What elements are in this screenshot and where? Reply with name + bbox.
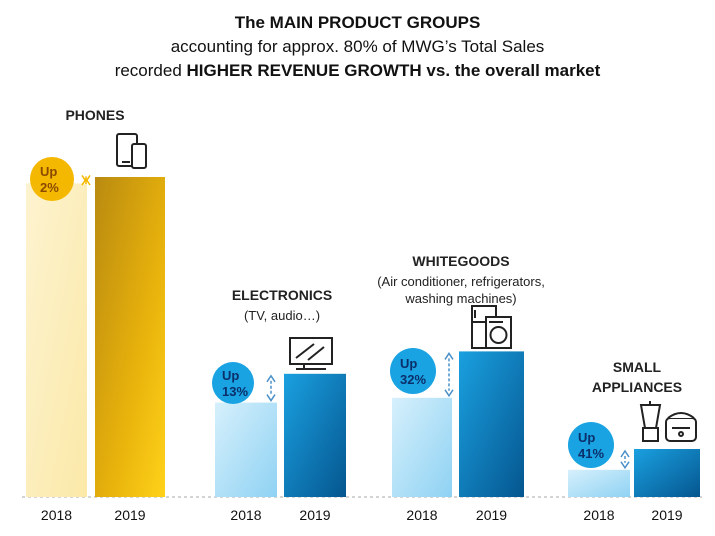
tick-label-electronics-2018: 2018 <box>230 507 261 523</box>
growth-badge-label-whitegoods: Up <box>400 356 417 371</box>
appliances-icon <box>471 305 512 349</box>
growth-arrow-head-down-whitegoods <box>444 389 454 398</box>
group-label-small: SMALL <box>613 359 662 375</box>
group-label-electronics: ELECTRONICS <box>232 287 332 303</box>
tick-label-small-2019: 2019 <box>651 507 682 523</box>
growth-arrow-head-up-phones <box>81 177 91 186</box>
group-subtitle-whitegoods-1: washing machines) <box>404 291 516 306</box>
growth-arrow-head-down-phones <box>81 174 91 183</box>
bar-phones-2018 <box>26 183 87 497</box>
group-subtitle-whitegoods-0: (Air conditioner, refrigerators, <box>377 274 545 289</box>
growth-arrow-head-down-small <box>620 461 630 470</box>
bar-phones-2019 <box>95 177 165 497</box>
bar-small-2019 <box>634 449 700 497</box>
growth-badge-value-electronics: 13% <box>222 384 248 399</box>
chart-title-line1: The MAIN PRODUCT GROUPS <box>234 13 481 32</box>
growth-badge-value-small: 41% <box>578 446 604 461</box>
bar-small-2018 <box>568 469 630 497</box>
growth-badge-value-whitegoods: 32% <box>400 372 426 387</box>
growth-badge-phones <box>30 157 74 201</box>
group-label-phones: PHONES <box>65 107 124 123</box>
growth-badge-value-phones: 2% <box>40 180 59 195</box>
group-label-small-1: APPLIANCES <box>592 379 682 395</box>
bar-electronics-2019 <box>284 373 346 497</box>
growth-badge-label-small: Up <box>578 430 595 445</box>
tick-label-phones-2019: 2019 <box>114 507 145 523</box>
growth-badge-label-phones: Up <box>40 164 57 179</box>
phones-icon <box>116 133 147 169</box>
tick-label-electronics-2019: 2019 <box>299 507 330 523</box>
chart-title-line2: accounting for approx. 80% of MWG’s Tota… <box>170 37 545 56</box>
growth-arrow-head-up-small <box>620 449 630 458</box>
growth-arrow-head-up-electronics <box>266 374 276 383</box>
tick-label-whitegoods-2019: 2019 <box>476 507 507 523</box>
group-subtitle-electronics-0: (TV, audio…) <box>244 308 320 323</box>
growth-badge-electronics <box>212 362 254 404</box>
growth-badge-small <box>568 422 614 468</box>
tick-label-small-2018: 2018 <box>583 507 614 523</box>
growth-badge-label-electronics: Up <box>222 368 239 383</box>
bar-electronics-2018 <box>215 402 277 497</box>
growth-badge-whitegoods <box>390 348 436 394</box>
growth-arrow-head-down-electronics <box>266 394 276 402</box>
bar-whitegoods-2018 <box>392 397 452 497</box>
tv-icon <box>289 337 333 370</box>
bar-whitegoods-2019 <box>459 351 524 497</box>
chart-title-line3: recorded HIGHER REVENUE GROWTH vs. the o… <box>0 60 715 82</box>
tick-label-whitegoods-2018: 2018 <box>406 507 437 523</box>
chart-title-line3-prefix: recorded <box>114 61 187 80</box>
growth-arrow-head-up-whitegoods <box>444 352 454 360</box>
blender-cooker-icon <box>639 401 697 442</box>
chart-title-line3-bold: HIGHER REVENUE GROWTH vs. the overall ma… <box>186 61 601 80</box>
tick-label-phones-2018: 2018 <box>41 507 72 523</box>
group-label-whitegoods: WHITEGOODS <box>412 253 509 269</box>
